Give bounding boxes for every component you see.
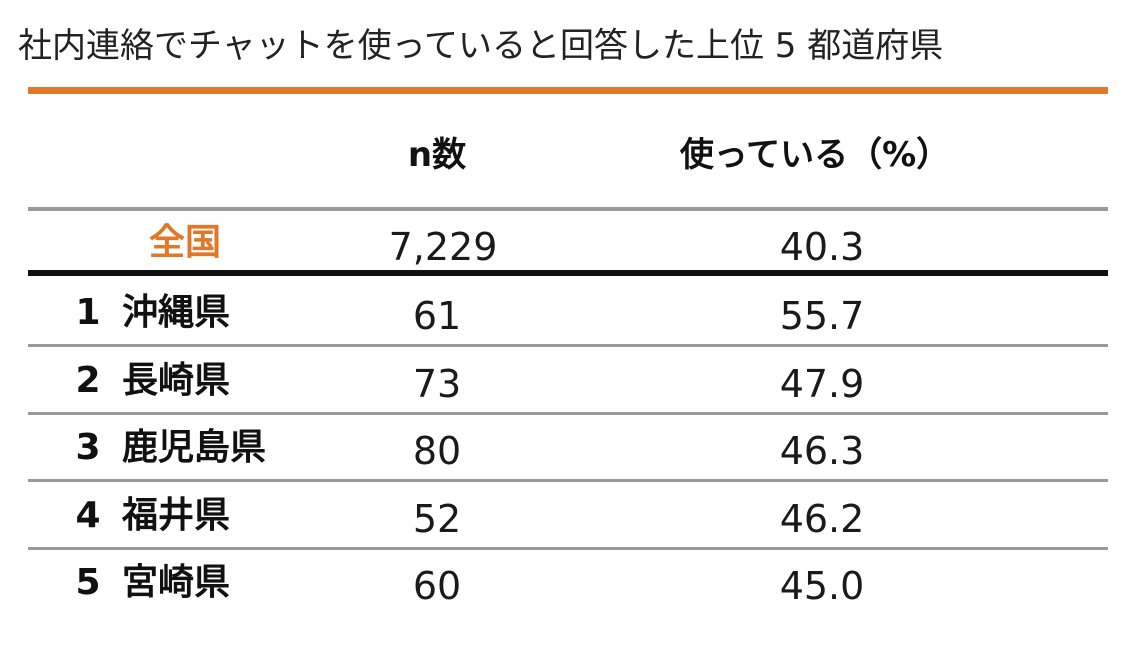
national-rule <box>28 270 1108 276</box>
national-pct: 40.3 <box>779 225 865 269</box>
pct-value: 45.0 <box>779 564 865 608</box>
rank: 4 <box>75 494 101 536</box>
header-n: n数 <box>407 135 467 175</box>
rank: 2 <box>75 359 101 401</box>
national-label: 全国 <box>148 222 222 263</box>
rank: 3 <box>75 427 101 468</box>
row-rule <box>28 411 1108 415</box>
n-value: 60 <box>412 564 462 608</box>
row-rule <box>28 479 1108 482</box>
n-value: 61 <box>412 294 462 338</box>
prefecture: 宮崎県 <box>122 562 231 603</box>
national-n: 7,229 <box>388 225 498 269</box>
prefecture: 沖縄県 <box>122 292 231 333</box>
n-value: 73 <box>412 361 462 406</box>
prefecture: 長崎県 <box>122 359 231 401</box>
pct-value: 47.9 <box>779 361 865 406</box>
n-value: 80 <box>412 429 462 473</box>
n-value: 52 <box>412 496 462 541</box>
pct-value: 46.2 <box>779 496 865 541</box>
prefecture: 福井県 <box>122 494 231 536</box>
prefecture: 鹿児島県 <box>122 427 267 468</box>
row-rule <box>28 207 1108 211</box>
title: 社内連絡でチャットを使っていると回答した上位 5 都道府県 <box>18 26 944 66</box>
pct-value: 55.7 <box>779 294 865 338</box>
row-rule <box>28 546 1108 550</box>
rank: 5 <box>75 562 101 603</box>
pct-value: 46.3 <box>779 429 865 473</box>
header-pct: 使っている（%） <box>679 135 951 175</box>
title-rule <box>28 87 1108 94</box>
rank: 1 <box>75 292 101 333</box>
row-rule <box>28 344 1108 347</box>
